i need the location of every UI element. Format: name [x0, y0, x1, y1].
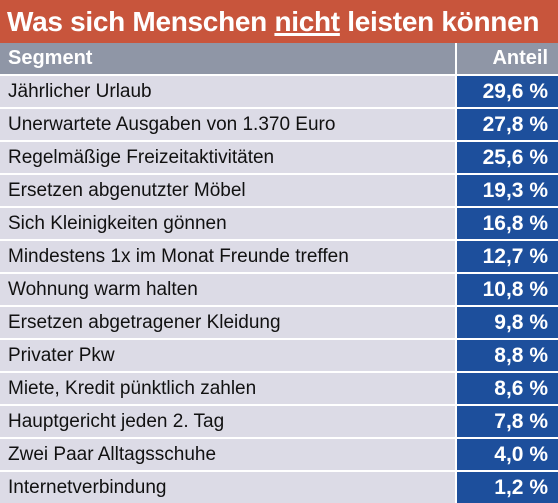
segment-label: Zwei Paar Alltagsschuhe	[0, 437, 457, 471]
table-row: Jährlicher Urlaub 29,6 %	[0, 74, 558, 108]
share-value: 4,0 %	[456, 437, 558, 471]
share-value: 27,8 %	[456, 107, 558, 141]
share-value: 19,3 %	[456, 173, 558, 207]
table-row: Internetverbindung 1,2 %	[0, 470, 558, 503]
segment-label: Ersetzen abgenutzter Möbel	[0, 173, 457, 207]
table-row: Zwei Paar Alltagsschuhe 4,0 %	[0, 437, 558, 471]
segment-label: Internetverbindung	[0, 470, 457, 503]
share-value: 1,2 %	[456, 470, 558, 503]
segment-label: Wohnung warm halten	[0, 272, 457, 306]
table-row: Miete, Kredit pünktlich zahlen 8,6 %	[0, 371, 558, 405]
share-value: 10,8 %	[456, 272, 558, 306]
share-value: 8,6 %	[456, 371, 558, 405]
data-table: Segment Anteil Jährlicher Urlaub 29,6 % Un…	[0, 43, 558, 503]
column-header-anteil: Anteil	[456, 43, 558, 75]
segment-label: Jährlicher Urlaub	[0, 74, 457, 108]
segment-label: Privater Pkw	[0, 338, 457, 372]
share-value: 16,8 %	[456, 206, 558, 240]
segment-label: Miete, Kredit pünktlich zahlen	[0, 371, 457, 405]
table-row: Ersetzen abgenutzter Möbel 19,3 %	[0, 173, 558, 207]
share-value: 25,6 %	[456, 140, 558, 174]
table-row: Wohnung warm halten 10,8 %	[0, 272, 558, 306]
table-body: Jährlicher Urlaub 29,6 % Unerwartete Ausga…	[0, 74, 558, 503]
title-emphasis: nicht	[274, 6, 340, 37]
table-row: Mindestens 1x im Monat Freunde treffen 12…	[0, 239, 558, 273]
segment-label: Hauptgericht jeden 2. Tag	[0, 404, 457, 438]
chart-title: Was sich Menschen nicht leisten können	[0, 0, 558, 43]
table-row: Ersetzen abgetragener Kleidung 9,8 %	[0, 305, 558, 339]
share-value: 12,7 %	[456, 239, 558, 273]
column-header-segment: Segment	[0, 43, 457, 75]
share-value: 29,6 %	[456, 74, 558, 108]
header-row: Segment Anteil	[0, 43, 558, 75]
table-row: Unerwartete Ausgaben von 1.370 Euro 27,8 …	[0, 107, 558, 141]
title-part-1: Was sich Menschen	[7, 6, 275, 37]
share-value: 7,8 %	[456, 404, 558, 438]
table-row: Regelmäßige Freizeitaktivitäten 25,6 %	[0, 140, 558, 174]
segment-label: Ersetzen abgetragener Kleidung	[0, 305, 457, 339]
segment-label: Unerwartete Ausgaben von 1.370 Euro	[0, 107, 457, 141]
table-row: Privater Pkw 8,8 %	[0, 338, 558, 372]
title-part-2: leisten können	[339, 6, 540, 37]
share-value: 9,8 %	[456, 305, 558, 339]
segment-label: Regelmäßige Freizeitaktivitäten	[0, 140, 457, 174]
segment-label: Mindestens 1x im Monat Freunde treffen	[0, 239, 457, 273]
table-row: Sich Kleinigkeiten gönnen 16,8 %	[0, 206, 558, 240]
share-value: 8,8 %	[456, 338, 558, 372]
segment-label: Sich Kleinigkeiten gönnen	[0, 206, 457, 240]
table-row: Hauptgericht jeden 2. Tag 7,8 %	[0, 404, 558, 438]
